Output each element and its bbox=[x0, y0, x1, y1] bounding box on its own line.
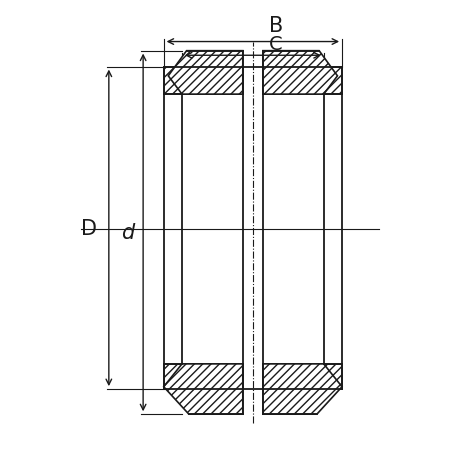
Polygon shape bbox=[163, 67, 242, 95]
Polygon shape bbox=[263, 364, 341, 389]
Polygon shape bbox=[163, 364, 242, 414]
Polygon shape bbox=[263, 67, 341, 95]
Text: C: C bbox=[269, 35, 282, 54]
Text: B: B bbox=[268, 16, 282, 36]
Text: d: d bbox=[120, 223, 134, 243]
Polygon shape bbox=[168, 51, 242, 95]
Polygon shape bbox=[163, 95, 242, 364]
Polygon shape bbox=[163, 364, 242, 389]
Polygon shape bbox=[263, 95, 341, 364]
Polygon shape bbox=[263, 51, 337, 95]
Polygon shape bbox=[263, 364, 341, 414]
Text: D: D bbox=[81, 218, 97, 238]
